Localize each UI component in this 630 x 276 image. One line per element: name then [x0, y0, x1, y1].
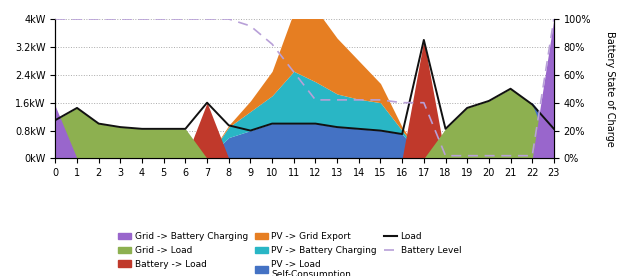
Legend: Grid -> Battery Charging, Grid -> Load, Battery -> Load, PV -> Grid Export, PV -: Grid -> Battery Charging, Grid -> Load, … — [115, 229, 465, 276]
Y-axis label: Battery State of Charge: Battery State of Charge — [605, 31, 615, 147]
